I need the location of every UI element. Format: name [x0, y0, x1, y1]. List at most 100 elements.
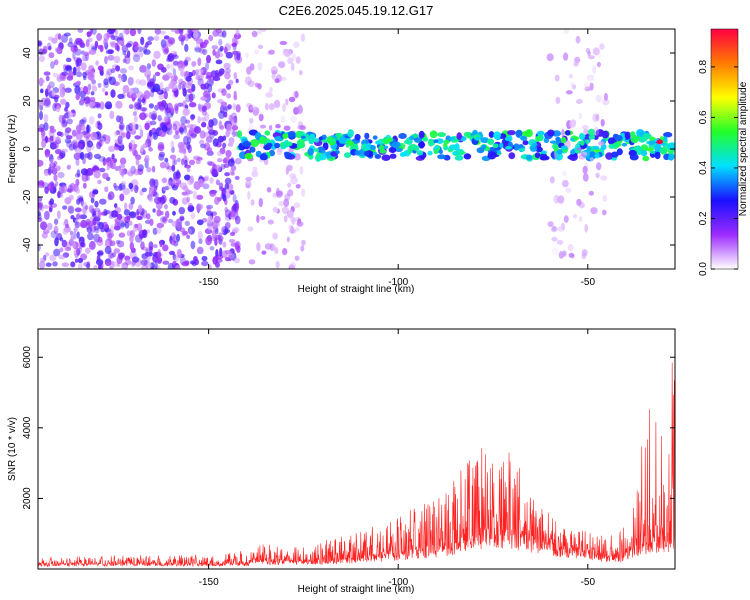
heatmap-cell	[268, 49, 275, 55]
heatmap-cell	[74, 85, 81, 95]
heatmap-cell	[45, 75, 50, 82]
heatmap-cell	[387, 137, 394, 142]
heatmap-cell	[171, 146, 175, 153]
heatmap-cell	[412, 145, 420, 151]
heatmap-cell	[131, 262, 136, 268]
heatmap-cell	[224, 222, 231, 230]
heatmap-cell	[74, 258, 79, 263]
heatmap-cell	[186, 88, 194, 93]
heatmap-cell	[49, 128, 57, 134]
heatmap-cell	[439, 149, 443, 155]
heatmap-cell	[129, 241, 134, 251]
heatmap-cell	[117, 240, 125, 248]
heatmap-cell	[212, 138, 219, 147]
colorbar-tick-label: 0.8	[698, 60, 709, 74]
heatmap-cell	[374, 154, 382, 159]
heatmap-cell	[518, 148, 525, 152]
heatmap-cell	[43, 229, 50, 234]
heatmap-cell	[318, 136, 323, 141]
heatmap-cell	[481, 144, 487, 150]
heatmap-cell	[449, 136, 455, 141]
heatmap-cell	[565, 130, 571, 136]
heatmap-cell	[288, 264, 295, 269]
heatmap-cell	[38, 210, 41, 217]
heatmap-cell	[300, 33, 305, 42]
heatmap-cell	[179, 29, 184, 35]
heatmap-cell	[581, 125, 589, 130]
heatmap-cell	[86, 261, 91, 269]
heatmap-cell	[133, 41, 139, 47]
heatmap-cell	[213, 215, 221, 224]
heatmap-cell	[249, 117, 254, 124]
heatmap-cell	[247, 190, 251, 200]
heatmap-cell	[172, 234, 177, 244]
heatmap-cell	[222, 241, 227, 248]
heatmap-cell	[199, 41, 207, 49]
heatmap-cell	[156, 222, 165, 229]
heatmap-cell	[88, 116, 95, 125]
heatmap-cell	[64, 246, 72, 252]
heatmap-cell	[130, 165, 136, 175]
heatmap-cell	[181, 261, 189, 267]
heatmap-cell	[132, 124, 136, 132]
heatmap-cell	[569, 119, 576, 128]
heatmap-cell	[38, 159, 44, 167]
heatmap-cell	[584, 86, 591, 92]
heatmap-cell	[583, 82, 589, 90]
heatmap-cell	[142, 229, 148, 239]
heatmap-cell	[104, 135, 111, 145]
heatmap-cell	[170, 63, 175, 72]
heatmap-cell	[137, 124, 143, 132]
heatmap-cell	[561, 222, 566, 231]
heatmap-cell	[516, 144, 524, 149]
heatmap-cell	[118, 232, 126, 238]
heatmap-cell	[207, 161, 215, 166]
heatmap-cell	[82, 54, 88, 62]
heatmap-cell	[76, 143, 84, 149]
heatmap-cell	[234, 209, 239, 214]
heatmap-cell	[170, 29, 177, 33]
heatmap-cell	[117, 135, 123, 145]
heatmap-cell	[46, 222, 53, 231]
heatmap-cell	[207, 83, 213, 93]
heatmap-cell	[278, 61, 286, 69]
heatmap-cell	[197, 116, 201, 124]
heatmap-cell	[159, 196, 166, 205]
colorbar: 0.0 0.2 0.4 0.6 0.8 Normalized spectral ampl…	[698, 28, 749, 276]
heatmap-cell	[106, 229, 114, 239]
heatmap-cell	[59, 39, 64, 44]
heatmap-cell	[164, 106, 169, 116]
heatmap-cell	[38, 243, 41, 252]
heatmap-cell	[186, 234, 191, 239]
heatmap-cell	[592, 145, 600, 150]
heatmap-cell	[60, 148, 68, 153]
heatmap-cell	[149, 120, 157, 126]
heatmap-cell	[630, 135, 639, 144]
heatmap-cell	[60, 98, 67, 105]
heatmap-cell	[226, 93, 232, 99]
heatmap-cell	[134, 135, 141, 140]
heatmap-cell	[179, 127, 184, 135]
heatmap-cell	[203, 142, 211, 151]
heatmap-cell	[552, 225, 557, 232]
heatmap-cell	[99, 167, 106, 173]
heatmap-cell	[111, 210, 118, 218]
heatmap-cell	[166, 110, 174, 119]
heatmap-cell	[274, 247, 279, 255]
heatmap-cell	[269, 244, 277, 251]
heatmap-cell	[253, 49, 260, 55]
heatmap-cell	[42, 45, 48, 55]
heatmap-cell	[599, 43, 605, 50]
heatmap-cell	[65, 57, 72, 63]
heatmap-cell	[621, 142, 628, 147]
heatmap-cell	[134, 105, 139, 113]
heatmap-cell	[535, 146, 543, 153]
spectrogram-y-ticks: -40 -20 0 20 40	[22, 47, 675, 252]
heatmap-cell	[205, 136, 213, 143]
heatmap-cell	[133, 51, 141, 57]
heatmap-cell	[194, 47, 202, 53]
heatmap-cell	[648, 140, 656, 146]
heatmap-cell	[289, 216, 295, 223]
heatmap-cell	[196, 203, 202, 212]
heatmap-cell	[557, 149, 563, 155]
